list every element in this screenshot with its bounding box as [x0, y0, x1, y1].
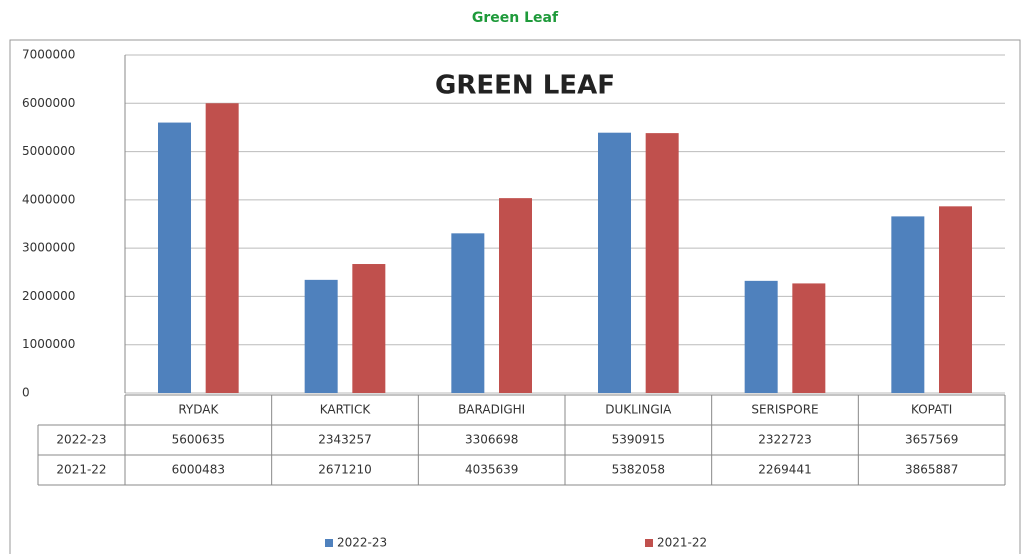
bar [205, 103, 239, 393]
table-cell: 3306698 [465, 433, 518, 447]
legend-swatch [645, 539, 653, 547]
y-tick-label: 3000000 [22, 241, 75, 255]
table-cell: 2269441 [758, 463, 811, 477]
bar [499, 198, 532, 393]
table-cell: 5600635 [172, 433, 225, 447]
legend-swatch [325, 539, 333, 547]
bar [304, 279, 338, 393]
y-tick-label: 7000000 [22, 48, 75, 62]
y-tick-label: 5000000 [22, 144, 75, 158]
bar [939, 206, 972, 393]
table-cell: 6000483 [172, 463, 225, 477]
bar [792, 283, 826, 393]
table-cell: 4035639 [465, 463, 518, 477]
y-tick-label: 4000000 [22, 192, 75, 206]
table-cell: 3865887 [905, 463, 958, 477]
y-tick-label: 1000000 [22, 337, 75, 351]
x-tick-label: KARTICK [320, 403, 372, 417]
bar [744, 280, 778, 393]
table-cell: 5382058 [612, 463, 665, 477]
x-tick-label: RYDAK [178, 403, 219, 417]
x-tick-label: BARADIGHI [458, 403, 525, 417]
page-title: Green Leaf [472, 10, 559, 26]
table-cell: 2343257 [318, 433, 371, 447]
x-tick-label: SERISPORE [751, 403, 818, 417]
legend-label: 2021-22 [657, 536, 707, 550]
bar [352, 264, 386, 393]
table-cell: 3657569 [905, 433, 958, 447]
table-cell: 2322723 [758, 433, 811, 447]
x-tick-label: KOPATI [911, 403, 952, 417]
x-tick-label: DUKLINGIA [605, 403, 672, 417]
y-tick-label: 2000000 [22, 289, 75, 303]
table-row-label: 2022-23 [56, 433, 106, 447]
bar [158, 122, 191, 393]
table-cell: 5390915 [612, 433, 665, 447]
bar [891, 216, 925, 393]
y-tick-label: 6000000 [22, 96, 75, 110]
bar [451, 233, 485, 393]
table-row-label: 2021-22 [56, 463, 106, 477]
legend-label: 2022-23 [337, 536, 387, 550]
bar [645, 133, 679, 394]
chart-title: GREEN LEAF [435, 71, 615, 101]
table-cell: 2671210 [318, 463, 371, 477]
bar [598, 132, 631, 394]
y-tick-label: 0 [22, 386, 30, 400]
